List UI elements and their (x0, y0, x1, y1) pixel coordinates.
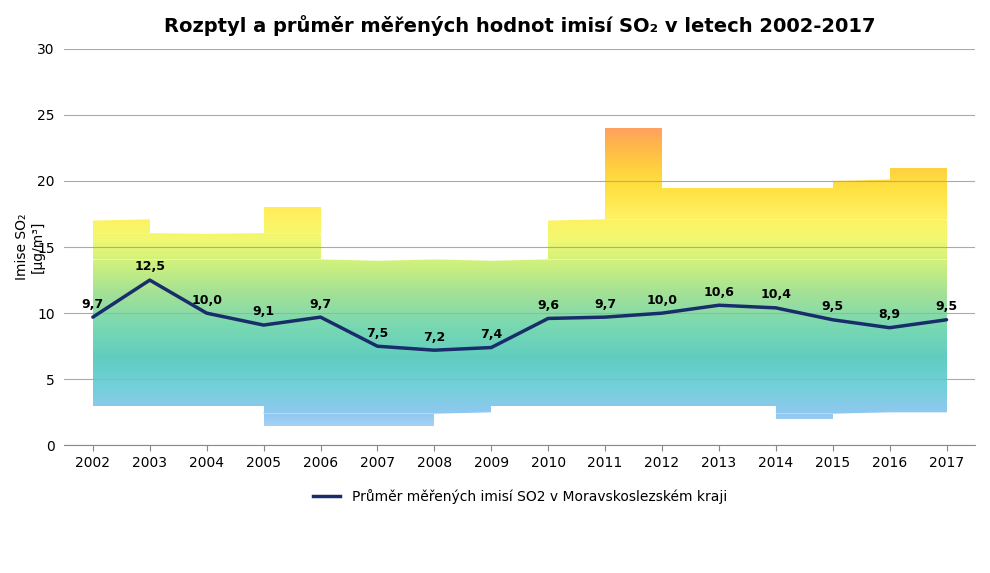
Text: 10,4: 10,4 (760, 288, 791, 301)
Legend: Průměr měřených imisí SO2 v Moravskoslezském kraji: Průměr měřených imisí SO2 v Moravskoslez… (307, 484, 733, 510)
Text: 9,6: 9,6 (538, 299, 559, 312)
Text: 9,5: 9,5 (822, 300, 843, 313)
Text: 10,0: 10,0 (191, 293, 222, 307)
Text: 8,9: 8,9 (879, 308, 901, 321)
Text: 7,4: 7,4 (480, 328, 502, 341)
Text: 9,7: 9,7 (82, 297, 104, 311)
Text: 10,0: 10,0 (646, 293, 677, 307)
Y-axis label: Imise SO₂
[μg/m³]: Imise SO₂ [μg/m³] (15, 214, 46, 280)
Text: 7,2: 7,2 (423, 331, 446, 344)
Text: 9,5: 9,5 (936, 300, 957, 313)
Text: 9,7: 9,7 (594, 297, 616, 311)
Text: 9,1: 9,1 (252, 305, 274, 319)
Text: 12,5: 12,5 (135, 261, 165, 273)
Text: 7,5: 7,5 (366, 327, 388, 340)
Text: 10,6: 10,6 (704, 285, 735, 299)
Text: 9,7: 9,7 (310, 297, 332, 311)
Title: Rozptyl a průměr měřených hodnot imisí SO₂ v letech 2002-2017: Rozptyl a průměr měřených hodnot imisí S… (164, 15, 875, 36)
